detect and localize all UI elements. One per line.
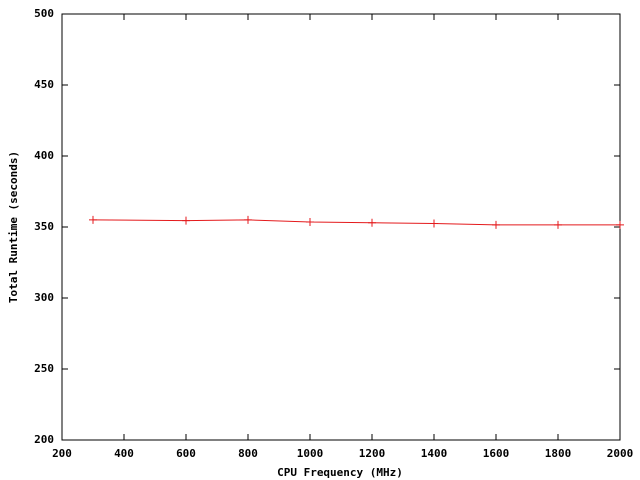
x-tick-label: 1200 bbox=[359, 447, 386, 460]
y-tick-label: 500 bbox=[34, 7, 54, 20]
x-tick-label: 1800 bbox=[545, 447, 572, 460]
x-tick-label: 1000 bbox=[297, 447, 324, 460]
point-marker bbox=[616, 220, 624, 229]
point-marker bbox=[492, 220, 500, 229]
y-tick-label: 350 bbox=[34, 220, 54, 233]
point-marker bbox=[182, 216, 190, 225]
y-axis-label: Total Runtime (seconds) bbox=[7, 151, 20, 303]
x-tick-label: 1600 bbox=[483, 447, 510, 460]
point-marker bbox=[554, 220, 562, 229]
y-tick-label: 250 bbox=[34, 362, 54, 375]
x-tick-label: 800 bbox=[238, 447, 258, 460]
y-tick-label: 300 bbox=[34, 291, 54, 304]
x-tick-label: 600 bbox=[176, 447, 196, 460]
y-tick-label: 450 bbox=[34, 78, 54, 91]
line-series bbox=[92, 219, 620, 226]
plot-frame bbox=[61, 13, 621, 441]
point-marker bbox=[89, 215, 97, 224]
point-marker bbox=[306, 218, 314, 227]
x-tick-label: 2000 bbox=[607, 447, 634, 460]
point-marker bbox=[244, 215, 252, 224]
point-marker bbox=[368, 218, 376, 227]
x-axis-label: CPU Frequency (MHz) bbox=[277, 466, 403, 479]
x-tick-label: 400 bbox=[114, 447, 134, 460]
point-marker bbox=[430, 219, 438, 228]
x-tick-label: 200 bbox=[52, 447, 72, 460]
y-tick-label: 200 bbox=[34, 433, 54, 446]
y-tick-label: 400 bbox=[34, 149, 54, 162]
x-tick-label: 1400 bbox=[421, 447, 448, 460]
